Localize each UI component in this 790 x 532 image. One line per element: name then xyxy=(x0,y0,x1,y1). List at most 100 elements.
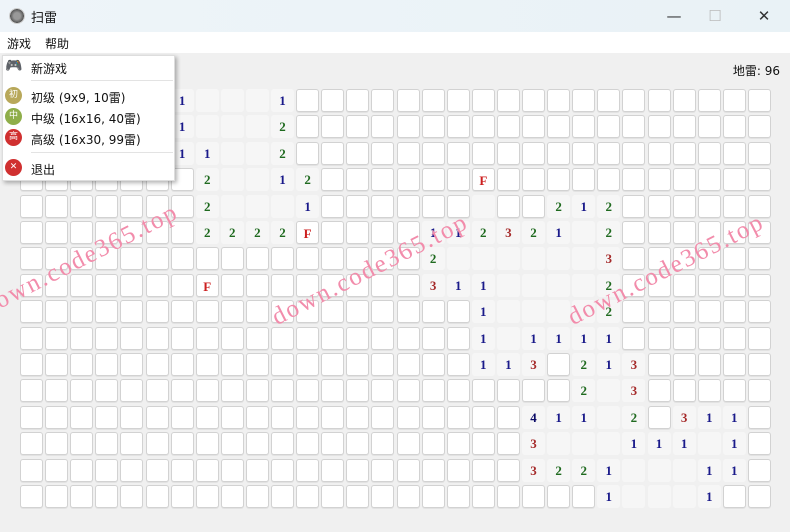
unrevealed-cell[interactable] xyxy=(672,168,696,192)
revealed-empty-cell[interactable] xyxy=(547,300,571,324)
unrevealed-cell[interactable] xyxy=(195,405,219,429)
unrevealed-cell[interactable] xyxy=(647,326,671,350)
unrevealed-cell[interactable] xyxy=(371,458,395,482)
unrevealed-cell[interactable] xyxy=(396,89,420,112)
number-cell[interactable]: 2 xyxy=(522,221,545,244)
unrevealed-cell[interactable] xyxy=(120,458,144,482)
number-cell[interactable]: 1 xyxy=(170,89,194,112)
unrevealed-cell[interactable] xyxy=(95,300,119,324)
number-cell[interactable]: 3 xyxy=(496,221,520,244)
unrevealed-cell[interactable] xyxy=(321,141,345,165)
unrevealed-cell[interactable] xyxy=(220,432,244,456)
revealed-empty-cell[interactable] xyxy=(572,273,596,297)
number-cell[interactable]: 1 xyxy=(597,353,621,376)
unrevealed-cell[interactable] xyxy=(145,405,169,429)
unrevealed-cell[interactable] xyxy=(20,194,43,218)
number-cell[interactable]: 2 xyxy=(547,458,571,482)
unrevealed-cell[interactable] xyxy=(271,247,294,271)
unrevealed-cell[interactable] xyxy=(145,432,169,456)
unrevealed-cell[interactable] xyxy=(195,458,219,482)
unrevealed-cell[interactable] xyxy=(747,458,771,482)
unrevealed-cell[interactable] xyxy=(346,405,370,429)
unrevealed-cell[interactable] xyxy=(70,273,94,297)
number-cell[interactable]: 1 xyxy=(697,405,721,429)
unrevealed-cell[interactable] xyxy=(421,141,445,165)
number-cell[interactable]: 1 xyxy=(271,89,294,112)
unrevealed-cell[interactable] xyxy=(296,115,320,139)
number-cell[interactable]: 3 xyxy=(672,405,696,429)
unrevealed-cell[interactable] xyxy=(70,405,94,429)
maximize-button[interactable]: ☐ xyxy=(708,7,722,25)
number-cell[interactable]: 2 xyxy=(471,221,495,244)
unrevealed-cell[interactable] xyxy=(747,194,771,218)
number-cell[interactable]: 2 xyxy=(271,221,294,244)
unrevealed-cell[interactable] xyxy=(20,247,43,271)
revealed-empty-cell[interactable] xyxy=(471,194,495,218)
unrevealed-cell[interactable] xyxy=(145,458,169,482)
unrevealed-cell[interactable] xyxy=(346,300,370,324)
number-cell[interactable]: 1 xyxy=(722,432,746,456)
unrevealed-cell[interactable] xyxy=(421,300,445,324)
unrevealed-cell[interactable] xyxy=(70,194,94,218)
unrevealed-cell[interactable] xyxy=(522,141,545,165)
unrevealed-cell[interactable] xyxy=(396,379,420,403)
unrevealed-cell[interactable] xyxy=(396,300,420,324)
unrevealed-cell[interactable] xyxy=(296,300,320,324)
unrevealed-cell[interactable] xyxy=(597,115,621,139)
unrevealed-cell[interactable] xyxy=(446,485,470,508)
unrevealed-cell[interactable] xyxy=(120,432,144,456)
menu-item-intermediate[interactable]: 中 中级 (16x16, 40雷) xyxy=(3,107,174,127)
unrevealed-cell[interactable] xyxy=(296,432,320,456)
unrevealed-cell[interactable] xyxy=(747,485,771,508)
unrevealed-cell[interactable] xyxy=(421,89,445,112)
unrevealed-cell[interactable] xyxy=(120,273,144,297)
revealed-empty-cell[interactable] xyxy=(547,273,571,297)
number-cell[interactable]: 1 xyxy=(296,194,320,218)
unrevealed-cell[interactable] xyxy=(421,326,445,350)
revealed-empty-cell[interactable] xyxy=(245,168,269,192)
unrevealed-cell[interactable] xyxy=(120,379,144,403)
unrevealed-cell[interactable] xyxy=(170,194,194,218)
unrevealed-cell[interactable] xyxy=(572,115,596,139)
unrevealed-cell[interactable] xyxy=(446,115,470,139)
unrevealed-cell[interactable] xyxy=(747,168,771,192)
unrevealed-cell[interactable] xyxy=(672,379,696,403)
unrevealed-cell[interactable] xyxy=(371,115,395,139)
unrevealed-cell[interactable] xyxy=(747,221,771,244)
unrevealed-cell[interactable] xyxy=(170,353,194,376)
unrevealed-cell[interactable] xyxy=(522,485,545,508)
unrevealed-cell[interactable] xyxy=(321,221,345,244)
unrevealed-cell[interactable] xyxy=(547,89,571,112)
unrevealed-cell[interactable] xyxy=(220,247,244,271)
unrevealed-cell[interactable] xyxy=(446,89,470,112)
unrevealed-cell[interactable] xyxy=(522,115,545,139)
unrevealed-cell[interactable] xyxy=(672,89,696,112)
unrevealed-cell[interactable] xyxy=(296,405,320,429)
unrevealed-cell[interactable] xyxy=(697,273,721,297)
unrevealed-cell[interactable] xyxy=(95,405,119,429)
revealed-empty-cell[interactable] xyxy=(471,247,495,271)
number-cell[interactable]: 1 xyxy=(722,458,746,482)
unrevealed-cell[interactable] xyxy=(471,405,495,429)
unrevealed-cell[interactable] xyxy=(722,141,746,165)
unrevealed-cell[interactable] xyxy=(245,485,269,508)
unrevealed-cell[interactable] xyxy=(471,115,495,139)
number-cell[interactable]: 1 xyxy=(170,141,194,165)
unrevealed-cell[interactable] xyxy=(747,326,771,350)
number-cell[interactable]: 3 xyxy=(622,353,646,376)
unrevealed-cell[interactable] xyxy=(20,353,43,376)
unrevealed-cell[interactable] xyxy=(396,221,420,244)
unrevealed-cell[interactable] xyxy=(45,379,69,403)
unrevealed-cell[interactable] xyxy=(271,326,294,350)
unrevealed-cell[interactable] xyxy=(722,194,746,218)
number-cell[interactable]: 2 xyxy=(195,194,219,218)
unrevealed-cell[interactable] xyxy=(371,405,395,429)
unrevealed-cell[interactable] xyxy=(296,379,320,403)
revealed-empty-cell[interactable] xyxy=(220,141,244,165)
unrevealed-cell[interactable] xyxy=(697,379,721,403)
unrevealed-cell[interactable] xyxy=(747,115,771,139)
unrevealed-cell[interactable] xyxy=(446,300,470,324)
unrevealed-cell[interactable] xyxy=(697,353,721,376)
unrevealed-cell[interactable] xyxy=(371,221,395,244)
unrevealed-cell[interactable] xyxy=(20,379,43,403)
